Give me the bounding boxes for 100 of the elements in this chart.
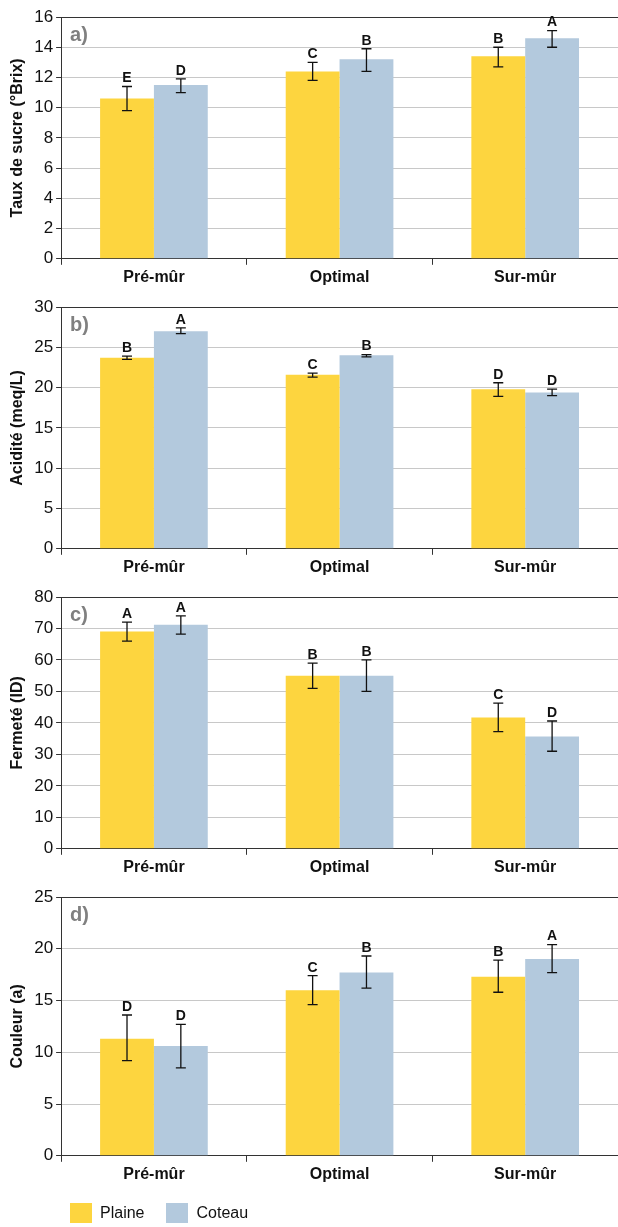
y-tick-label: 5	[43, 498, 54, 518]
y-tick-label: 40	[34, 712, 54, 732]
bar	[525, 38, 580, 259]
data-label: D	[175, 1007, 186, 1024]
annotation: a)	[70, 22, 88, 45]
x-tick-label: Sur-mûr	[494, 1164, 557, 1182]
bar	[153, 85, 208, 259]
x-tick-label: Pré-mûr	[123, 267, 185, 285]
x-tick-label: Sur-mûr	[494, 557, 557, 575]
data-label: B	[493, 30, 504, 47]
bar	[471, 717, 526, 849]
data-label: A	[175, 598, 186, 615]
x-tick-label: Pré-mûr	[123, 1164, 185, 1182]
y-tick-label: 80	[34, 586, 54, 606]
bar	[471, 976, 526, 1156]
bar	[525, 736, 580, 849]
bar	[100, 98, 154, 259]
data-label: C	[307, 355, 318, 372]
legend-label: Coteau	[196, 1204, 249, 1222]
data-label: D	[493, 365, 504, 382]
bar	[525, 959, 580, 1156]
bar	[471, 56, 526, 259]
data-label: C	[307, 958, 318, 975]
data-label: D	[121, 997, 133, 1014]
y-tick-label: 25	[34, 886, 54, 906]
data-label: B	[361, 337, 372, 354]
y-tick-label: 4	[43, 188, 54, 208]
data-label: B	[493, 943, 504, 960]
legend-label: Plaine	[100, 1204, 145, 1222]
y-tick-label: 20	[34, 775, 54, 795]
y-axis-title: Fermeté (ID)	[8, 676, 26, 770]
bar	[100, 1038, 154, 1156]
bar	[339, 972, 394, 1156]
y-axis-title: Acidité (meq/L)	[8, 370, 26, 486]
y-tick-label: 8	[43, 127, 54, 147]
y-tick-label: 12	[34, 67, 54, 87]
bar	[285, 374, 340, 549]
x-tick-label: Optimal	[309, 1164, 370, 1182]
y-tick-label: 10	[34, 97, 54, 117]
y-tick-label: 50	[34, 681, 54, 701]
bar	[525, 392, 580, 549]
data-label: A	[175, 310, 186, 327]
y-tick-label: 20	[34, 377, 54, 397]
annotation: b)	[70, 312, 89, 335]
bar	[339, 675, 394, 849]
bar	[471, 389, 526, 549]
bar	[339, 355, 394, 549]
data-label: B	[361, 31, 372, 48]
bar	[339, 59, 394, 259]
y-tick-label: 15	[34, 417, 54, 437]
data-label: A	[547, 13, 558, 30]
x-tick-label: Optimal	[309, 857, 370, 875]
annotation: c)	[70, 602, 88, 625]
x-tick-label: Pré-mûr	[123, 857, 185, 875]
x-tick-label: Optimal	[309, 557, 370, 575]
y-tick-label: 0	[43, 1145, 54, 1165]
y-tick-label: 0	[43, 248, 54, 268]
bar	[285, 990, 340, 1156]
x-tick-label: Sur-mûr	[494, 267, 557, 285]
y-tick-label: 10	[34, 1041, 54, 1061]
y-tick-label: 10	[34, 457, 54, 477]
y-tick-label: 20	[34, 938, 54, 958]
y-axis-title: Couleur (a)	[8, 984, 26, 1069]
data-label: C	[307, 45, 318, 62]
y-tick-label: 14	[34, 36, 54, 56]
data-label: A	[547, 927, 558, 944]
y-axis-title: Taux de sucre (°Brix)	[8, 58, 26, 218]
y-tick-label: 70	[34, 618, 54, 638]
y-tick-label: 5	[43, 1093, 54, 1113]
y-tick-label: 60	[34, 649, 54, 669]
bar	[153, 1046, 208, 1156]
bar	[100, 631, 154, 849]
bar	[285, 71, 340, 259]
annotation: d)	[70, 902, 89, 925]
data-label: B	[121, 339, 133, 356]
data-label: C	[493, 685, 504, 702]
y-tick-label: 25	[34, 336, 54, 356]
y-tick-label: 10	[34, 807, 54, 827]
y-tick-label: 2	[43, 218, 54, 238]
x-tick-label: Sur-mûr	[494, 857, 557, 875]
data-label: D	[175, 61, 186, 78]
data-label: B	[361, 938, 372, 955]
bar	[285, 675, 340, 849]
data-label: E	[122, 69, 132, 86]
y-tick-label: 16	[34, 6, 54, 26]
x-tick-label: Pré-mûr	[123, 557, 185, 575]
x-tick-label: Optimal	[309, 267, 370, 285]
data-label: B	[307, 645, 318, 662]
y-tick-label: 30	[34, 296, 54, 316]
data-label: B	[361, 642, 372, 659]
data-label: A	[121, 605, 133, 622]
y-tick-label: 30	[34, 744, 54, 764]
y-tick-label: 15	[34, 990, 54, 1010]
y-tick-label: 0	[43, 538, 54, 558]
data-label: D	[547, 372, 558, 389]
y-tick-label: 6	[43, 157, 54, 177]
bar	[100, 357, 154, 549]
bar	[153, 331, 208, 549]
bar	[153, 624, 208, 849]
data-label: D	[547, 703, 558, 720]
